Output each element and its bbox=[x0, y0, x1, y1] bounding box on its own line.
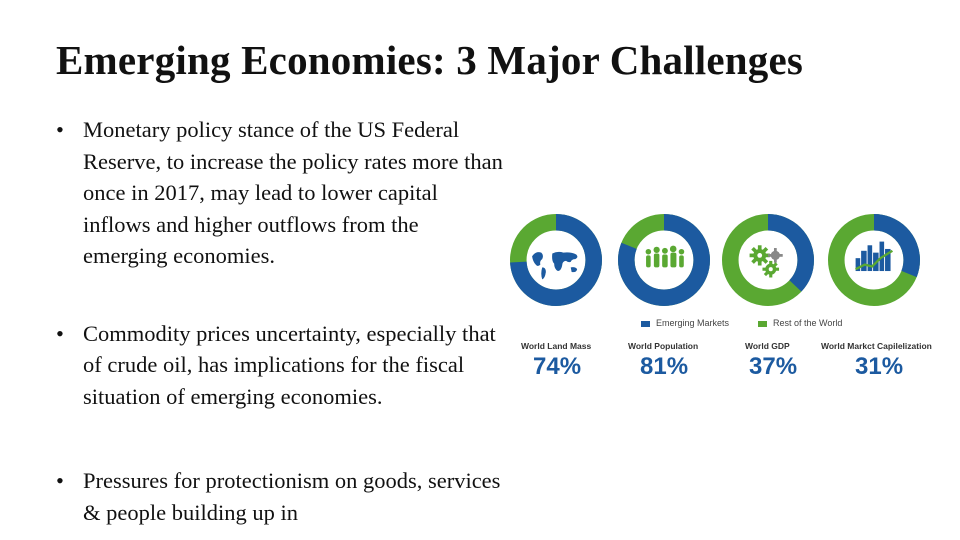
label-gdp: World GDP bbox=[745, 341, 790, 351]
bullet-marker: • bbox=[56, 320, 64, 346]
people-icon bbox=[645, 245, 685, 268]
label-land-mass: World Land Mass bbox=[521, 341, 592, 351]
city-growth-icon bbox=[855, 241, 894, 272]
donut-emerging-segment bbox=[722, 214, 814, 306]
bullet-text: Monetary policy stance of the US Federal… bbox=[83, 117, 503, 268]
percent-land-mass: 74% bbox=[533, 353, 582, 380]
bullet-text: Pressures for protectionism on goods, se… bbox=[83, 468, 501, 525]
label-population: World Population bbox=[628, 341, 699, 351]
donut-population bbox=[618, 214, 710, 306]
bullet-marker: • bbox=[56, 468, 64, 493]
percent-gdp: 37% bbox=[749, 353, 798, 380]
bullet-list: • Monetary policy stance of the US Feder… bbox=[56, 114, 506, 528]
percent-market-cap: 31% bbox=[855, 353, 904, 380]
legend-label-rest: Rest of the World bbox=[773, 318, 843, 328]
label-market-cap: World Markct Capilelization bbox=[821, 341, 932, 351]
legend-label-emerging: Emerging Markets bbox=[656, 318, 730, 328]
donut-market-cap bbox=[828, 214, 920, 306]
bullet-text: Commodity prices uncertainty, especially… bbox=[83, 320, 496, 409]
donut-gdp bbox=[722, 214, 814, 306]
bullet-commodity-prices: • Commodity prices uncertainty, especial… bbox=[56, 318, 506, 413]
donut-emerging-segment bbox=[828, 214, 920, 306]
donut-emerging-segment bbox=[618, 214, 710, 306]
bullet-protectionism: • Pressures for protectionism on goods, … bbox=[56, 465, 506, 528]
world-map-icon bbox=[532, 251, 578, 280]
emerging-markets-infographic: Emerging Markets Rest of the World World… bbox=[508, 210, 948, 390]
donut-land-mass bbox=[510, 214, 602, 306]
bullet-marker: • bbox=[56, 117, 64, 142]
donut-emerging-segment bbox=[510, 214, 602, 306]
gears-icon bbox=[749, 245, 783, 278]
legend-rest: Rest of the World bbox=[758, 318, 842, 328]
percent-population: 81% bbox=[640, 353, 689, 380]
legend-emerging: Emerging Markets bbox=[641, 318, 729, 328]
bullet-fed-policy: • Monetary policy stance of the US Feder… bbox=[56, 114, 506, 272]
legend-swatch-emerging bbox=[641, 320, 650, 327]
slide-title: Emerging Economies: 3 Major Challenges bbox=[56, 37, 804, 83]
legend-swatch-rest bbox=[758, 320, 767, 327]
